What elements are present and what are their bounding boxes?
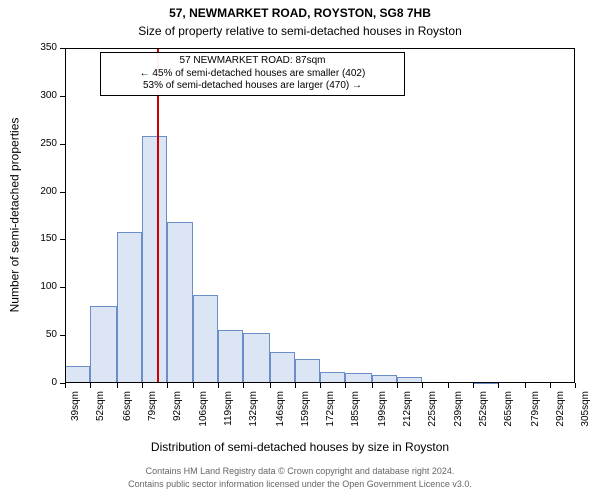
info-box-line: 53% of semi-detached houses are larger (…: [107, 80, 398, 93]
x-tick: [397, 383, 398, 388]
x-tick-label: 279sqm: [530, 391, 541, 471]
x-tick-label: 79sqm: [147, 391, 158, 471]
x-tick: [270, 383, 271, 388]
x-tick-label: 212sqm: [402, 391, 413, 471]
chart-title: 57, NEWMARKET ROAD, ROYSTON, SG8 7HB: [0, 6, 600, 20]
x-tick: [117, 383, 118, 388]
x-tick-label: 305sqm: [580, 391, 591, 471]
x-tick-label: 172sqm: [325, 391, 336, 471]
y-tick: [60, 335, 65, 336]
x-tick: [473, 383, 474, 388]
x-tick-label: 225sqm: [427, 391, 438, 471]
x-tick: [525, 383, 526, 388]
x-tick: [167, 383, 168, 388]
x-axis-title: Distribution of semi-detached houses by …: [0, 440, 600, 454]
chart-subtitle: Size of property relative to semi-detach…: [0, 24, 600, 38]
x-tick: [218, 383, 219, 388]
x-tick-label: 146sqm: [275, 391, 286, 471]
x-tick-label: 159sqm: [300, 391, 311, 471]
y-axis-title: Number of semi-detached properties: [7, 47, 21, 382]
info-box: 57 NEWMARKET ROAD: 87sqm← 45% of semi-de…: [100, 52, 405, 96]
x-tick-label: 119sqm: [223, 391, 234, 471]
x-tick: [295, 383, 296, 388]
x-tick: [448, 383, 449, 388]
x-tick-label: 106sqm: [198, 391, 209, 471]
y-tick: [60, 96, 65, 97]
x-tick: [498, 383, 499, 388]
footer-line: Contains HM Land Registry data © Crown c…: [0, 466, 600, 476]
x-tick-label: 252sqm: [478, 391, 489, 471]
x-tick-label: 92sqm: [172, 391, 183, 471]
x-tick-label: 66sqm: [122, 391, 133, 471]
info-box-line: 57 NEWMARKET ROAD: 87sqm: [107, 55, 398, 68]
footer-line: Contains public sector information licen…: [0, 479, 600, 489]
x-tick: [193, 383, 194, 388]
y-tick: [60, 287, 65, 288]
x-tick-label: 39sqm: [70, 391, 81, 471]
x-tick: [65, 383, 66, 388]
x-tick: [372, 383, 373, 388]
x-tick-label: 292sqm: [555, 391, 566, 471]
x-tick-label: 52sqm: [95, 391, 106, 471]
y-tick: [60, 192, 65, 193]
x-tick-label: 185sqm: [350, 391, 361, 471]
info-box-line: ← 45% of semi-detached houses are smalle…: [107, 68, 398, 81]
x-tick-label: 199sqm: [377, 391, 388, 471]
plot-border: [65, 48, 575, 383]
x-tick: [345, 383, 346, 388]
x-tick-label: 265sqm: [503, 391, 514, 471]
x-tick: [243, 383, 244, 388]
x-tick: [550, 383, 551, 388]
x-tick: [142, 383, 143, 388]
x-tick: [422, 383, 423, 388]
y-tick: [60, 48, 65, 49]
x-tick-label: 132sqm: [248, 391, 259, 471]
x-tick: [90, 383, 91, 388]
x-tick: [575, 383, 576, 388]
x-tick: [320, 383, 321, 388]
y-tick: [60, 144, 65, 145]
y-tick: [60, 239, 65, 240]
x-tick-label: 239sqm: [453, 391, 464, 471]
